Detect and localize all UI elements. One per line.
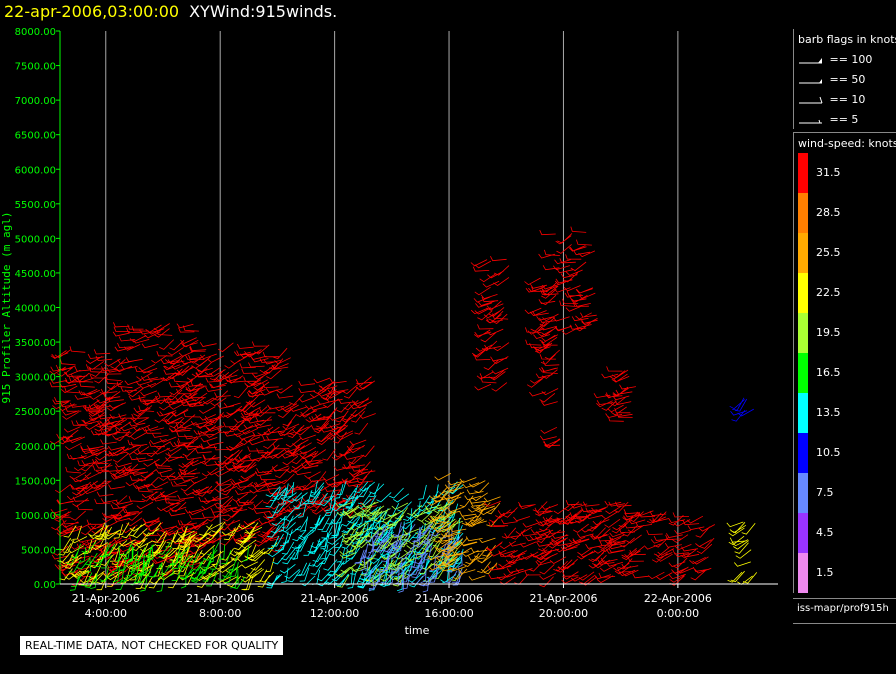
barb-legend-label: == 10 (829, 93, 866, 106)
barb-cluster (664, 512, 715, 586)
color-swatch (798, 353, 808, 393)
color-swatch (798, 393, 808, 433)
y-tick-label: 7000.00 (15, 96, 56, 107)
color-swatch-label: 7.5 (816, 486, 834, 499)
quality-notice: REAL-TIME DATA, NOT CHECKED FOR QUALITY (20, 636, 284, 655)
color-swatch (798, 273, 808, 313)
y-tick-label: 500.00 (21, 545, 56, 556)
barb-legend: barb flags in knots == 100 == 50 == 10 =… (793, 29, 896, 129)
color-swatch (798, 513, 808, 553)
barb-pennant-icon (799, 79, 822, 84)
color-legend-title: wind-speed: knots (798, 137, 896, 150)
barb-cluster (276, 376, 377, 517)
color-legend: wind-speed: knots 31.5 28.5 25.5 22.5 19.5 16… (793, 132, 896, 593)
y-tick-label: 1500.00 (15, 476, 56, 487)
x-tick-time: 0:00:00 (657, 607, 699, 620)
color-swatch-label: 10.5 (816, 446, 841, 459)
color-swatch-label: 16.5 (816, 366, 841, 379)
barb-cluster (524, 277, 560, 403)
chart-title: 22-apr-2006,03:00:00 XYWind:915winds. (4, 2, 337, 21)
color-swatch (798, 233, 808, 273)
color-swatch-label: 4.5 (816, 526, 834, 539)
y-tick-label: 1000.00 (15, 511, 56, 522)
y-tick-label: 4000.00 (15, 304, 56, 315)
color-swatch (798, 193, 808, 233)
x-tick-time: 20:00:00 (539, 607, 588, 620)
y-tick-label: 6000.00 (15, 165, 56, 176)
wind-profile-plot: 0.00 500.00 1000.00 1500.00 2000.00 2500.00 30… (0, 27, 778, 637)
x-tick-time: 8:00:00 (199, 607, 241, 620)
barb-cluster (552, 226, 598, 335)
color-swatch (798, 313, 808, 353)
y-tick-label: 0.00 (34, 580, 56, 591)
barb-cluster (726, 521, 758, 585)
barb-legend-label: == 5 (829, 113, 859, 126)
y-tick-label: 2000.00 (15, 442, 56, 453)
x-tick-date: 21-Apr-2006 (301, 592, 369, 605)
x-tick-date: 21-Apr-2006 (72, 592, 140, 605)
barb-legend-label: == 100 (829, 53, 873, 66)
color-swatch-label: 31.5 (816, 166, 841, 179)
barb-flag-icon (799, 58, 822, 64)
y-tick-label: 5000.00 (15, 234, 56, 245)
title-product: XYWind:915winds. (189, 2, 338, 21)
x-tick-date: 22-Apr-2006 (644, 592, 712, 605)
color-swatch (798, 433, 808, 473)
barb-half-icon (799, 119, 822, 124)
color-swatch-label: 13.5 (816, 406, 841, 419)
x-tick-time: 12:00:00 (310, 607, 359, 620)
barb-cluster (729, 397, 754, 422)
color-swatch (798, 153, 808, 193)
barb-cluster (484, 499, 674, 588)
x-axis-label: time (405, 624, 430, 637)
x-tick-date: 21-Apr-2006 (529, 592, 597, 605)
y-tick-label: 7500.00 (15, 62, 56, 73)
x-tick-time: 4:00:00 (85, 607, 127, 620)
barb-legend-item-10: == 10 (798, 93, 865, 106)
barb-legend-item-50: == 50 (798, 73, 865, 86)
barb-cluster (112, 322, 209, 577)
color-swatch (798, 473, 808, 513)
y-tick-label: 8000.00 (15, 27, 56, 38)
barb-legend-label: == 50 (829, 73, 866, 86)
y-tick-label: 6500.00 (15, 131, 56, 142)
barb-legend-title: barb flags in knots (798, 33, 896, 46)
barb-cluster (470, 256, 510, 392)
x-tick-date: 21-Apr-2006 (415, 592, 483, 605)
color-swatch-label: 19.5 (816, 326, 841, 339)
y-tick-label: 3000.00 (15, 373, 56, 384)
barb-cluster (66, 542, 249, 593)
y-tick-label: 5500.00 (15, 200, 56, 211)
y-tick-label: 3500.00 (15, 338, 56, 349)
y-axis-label: 915 Profiler Altitude (m agl) (0, 211, 13, 403)
color-swatch-label: 28.5 (816, 206, 841, 219)
barb-cluster (427, 473, 501, 581)
title-datetime: 22-apr-2006,03:00:00 (4, 2, 180, 21)
barb-legend-item-100: == 100 (798, 53, 872, 66)
y-tick-label: 4500.00 (15, 269, 56, 280)
barb-cluster (192, 341, 292, 553)
x-tick-date: 21-Apr-2006 (186, 592, 254, 605)
color-swatch (798, 553, 808, 593)
x-tick-time: 16:00:00 (424, 607, 473, 620)
data-source: iss-mapr/prof915h (793, 598, 896, 624)
wind-barbs (49, 226, 758, 593)
color-swatch-label: 1.5 (816, 566, 834, 579)
barb-cluster (593, 366, 636, 422)
color-swatch-label: 25.5 (816, 246, 841, 259)
barb-full-icon (799, 96, 823, 104)
barb-legend-item-5: == 5 (798, 113, 858, 126)
barb-cluster (538, 229, 561, 449)
y-tick-label: 2500.00 (15, 407, 56, 418)
color-swatch-label: 22.5 (816, 286, 841, 299)
